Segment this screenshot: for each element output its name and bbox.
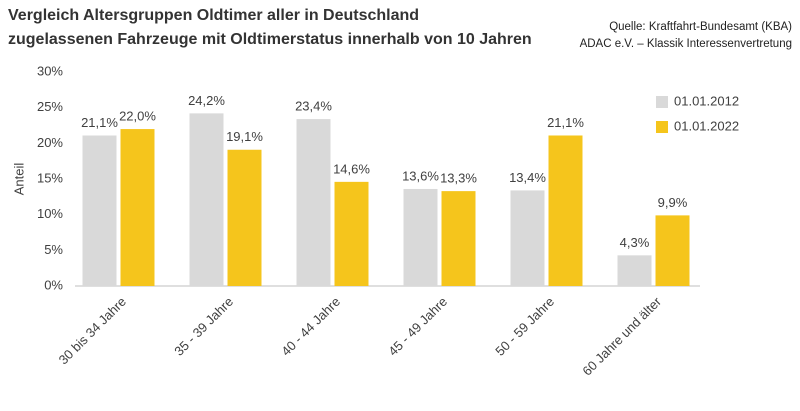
y-tick-label: 20%: [37, 135, 63, 150]
value-label: 13,4%: [509, 170, 546, 185]
bar: [617, 255, 652, 286]
y-tick-label: 10%: [37, 206, 63, 221]
value-label: 19,1%: [226, 129, 263, 144]
x-tick-label: 45 - 49 Jahre: [385, 294, 450, 359]
value-label: 13,3%: [440, 171, 477, 186]
value-label: 21,1%: [81, 115, 118, 130]
bar: [296, 119, 331, 286]
value-label: 24,2%: [188, 93, 225, 108]
bar: [189, 113, 224, 286]
bar: [120, 129, 155, 286]
legend-swatch: [656, 121, 668, 133]
chart-title: zugelassenen Fahrzeuge mit Oldtimerstatu…: [8, 31, 532, 48]
y-axis-label: Anteil: [11, 163, 26, 196]
y-tick-label: 25%: [37, 99, 63, 114]
x-tick-label: 30 bis 34 Jahre: [56, 294, 129, 367]
chart-title: Vergleich Altersgruppen Oldtimer aller i…: [8, 7, 419, 24]
value-label: 9,9%: [658, 195, 688, 210]
bar: [227, 149, 262, 286]
legend-label: 01.01.2022: [674, 118, 739, 133]
x-tick-label: 40 - 44 Jahre: [278, 294, 343, 359]
y-tick-label: 30%: [37, 63, 63, 78]
value-label: 23,4%: [295, 99, 332, 114]
source: ADAC e.V. – Klassik Interessenvertretung: [580, 38, 792, 50]
y-tick-label: 15%: [37, 170, 63, 185]
bar: [82, 135, 117, 286]
value-label: 21,1%: [547, 115, 584, 130]
x-tick-label: 50 - 59 Jahre: [492, 294, 557, 359]
value-label: 22,0%: [119, 109, 156, 124]
value-label: 14,6%: [333, 161, 370, 176]
legend-label: 01.01.2012: [674, 93, 739, 108]
x-tick-label: 35 - 39 Jahre: [171, 294, 236, 359]
bar: [548, 135, 583, 286]
value-label: 13,6%: [402, 168, 439, 183]
source: Quelle: Kraftfahrt-Bundesamt (KBA): [609, 21, 792, 33]
y-tick-label: 5%: [44, 242, 63, 257]
bar: [403, 188, 438, 286]
bar: [334, 181, 369, 286]
legend-swatch: [656, 96, 668, 108]
y-tick-label: 0%: [44, 277, 63, 292]
value-label: 4,3%: [620, 235, 650, 250]
bar: [441, 191, 476, 286]
bar: [655, 215, 690, 286]
bar: [510, 190, 545, 286]
x-tick-label: 60 Jahre und älter: [579, 293, 664, 378]
